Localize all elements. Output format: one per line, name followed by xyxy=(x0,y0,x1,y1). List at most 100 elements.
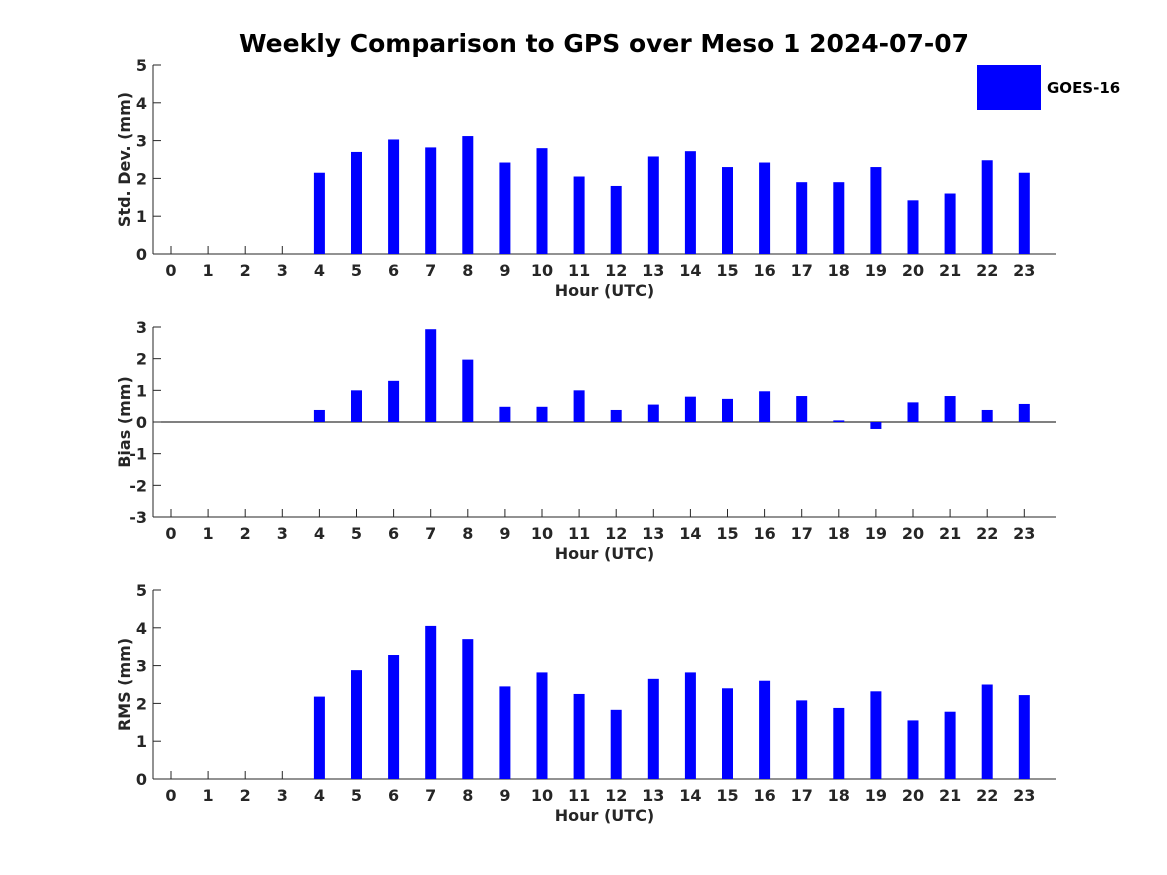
x-tick-label: 19 xyxy=(865,786,887,805)
bar-hour-17 xyxy=(796,700,808,779)
x-tick-label: 11 xyxy=(568,261,590,280)
bar-hour-14 xyxy=(684,396,696,422)
bar-hour-21 xyxy=(944,396,956,422)
y-tick-label: 5 xyxy=(136,581,147,600)
x-tick-label: 17 xyxy=(791,524,813,543)
x-tick-label: 21 xyxy=(939,786,961,805)
x-tick-label: 13 xyxy=(642,261,664,280)
bar-hour-15 xyxy=(722,398,733,422)
x-tick-label: 11 xyxy=(568,524,590,543)
bar-hour-6 xyxy=(388,380,400,422)
bar-hour-20 xyxy=(907,402,919,422)
bar-hour-12 xyxy=(610,409,622,422)
bar-hour-19 xyxy=(870,167,882,254)
x-tick-label: 20 xyxy=(902,261,924,280)
x-tick-label: 16 xyxy=(753,786,775,805)
x-tick-label: 14 xyxy=(679,786,701,805)
x-tick-label: 11 xyxy=(568,786,590,805)
bar-hour-14 xyxy=(684,672,696,779)
x-tick-label: 10 xyxy=(531,524,553,543)
y-axis-label: Bias (mm) xyxy=(115,376,134,468)
bar-hour-4 xyxy=(313,696,325,779)
bar-hour-14 xyxy=(684,151,696,254)
x-tick-label: 6 xyxy=(388,524,399,543)
x-tick-label: 23 xyxy=(1013,786,1035,805)
x-tick-label: 7 xyxy=(425,261,436,280)
bar-hour-21 xyxy=(944,193,956,254)
y-tick-label: 1 xyxy=(136,381,147,400)
bar-hour-23 xyxy=(1018,172,1030,254)
bar-hour-13 xyxy=(647,404,659,422)
x-tick-label: 13 xyxy=(642,786,664,805)
bar-hour-15 xyxy=(722,688,733,779)
x-tick-label: 15 xyxy=(716,524,738,543)
x-axis-label: Hour (UTC) xyxy=(555,544,655,563)
bar-hour-21 xyxy=(944,711,956,779)
x-tick-label: 8 xyxy=(462,786,473,805)
y-tick-label: 1 xyxy=(136,207,147,226)
x-tick-label: 22 xyxy=(976,261,998,280)
bar-hour-20 xyxy=(907,200,919,254)
x-tick-label: 17 xyxy=(791,261,813,280)
x-tick-label: 10 xyxy=(531,261,553,280)
bar-hour-10 xyxy=(536,148,548,254)
x-tick-label: 9 xyxy=(499,261,510,280)
y-tick-label: 3 xyxy=(136,657,147,676)
bar-hour-13 xyxy=(647,156,659,254)
x-tick-label: 13 xyxy=(642,524,664,543)
y-tick-label: 1 xyxy=(136,732,147,751)
legend-label: GOES-16 xyxy=(1047,79,1120,97)
chart-title: Weekly Comparison to GPS over Meso 1 202… xyxy=(239,29,969,58)
x-tick-label: 4 xyxy=(314,261,325,280)
y-tick-label: 5 xyxy=(136,56,147,75)
x-tick-label: 15 xyxy=(716,786,738,805)
bar-hour-23 xyxy=(1018,403,1030,422)
bar-hour-13 xyxy=(647,678,659,779)
bar-hour-20 xyxy=(907,720,919,779)
x-tick-label: 20 xyxy=(902,524,924,543)
x-tick-label: 22 xyxy=(976,524,998,543)
bar-hour-5 xyxy=(351,151,362,254)
bar-hour-6 xyxy=(388,139,400,254)
x-tick-label: 5 xyxy=(351,261,362,280)
x-tick-label: 18 xyxy=(828,786,850,805)
y-tick-label: 2 xyxy=(136,694,147,713)
x-tick-label: 23 xyxy=(1013,261,1035,280)
x-axis-label: Hour (UTC) xyxy=(555,281,655,300)
bar-hour-11 xyxy=(573,176,585,254)
y-tick-label: 3 xyxy=(136,132,147,151)
y-tick-label: 3 xyxy=(136,318,147,337)
bar-hour-8 xyxy=(462,639,474,779)
y-tick-label: 4 xyxy=(136,619,147,638)
x-tick-label: 7 xyxy=(425,786,436,805)
bar-hour-18 xyxy=(833,182,845,254)
x-tick-label: 22 xyxy=(976,786,998,805)
y-axis-label: Std. Dev. (mm) xyxy=(115,92,134,227)
bar-hour-19 xyxy=(870,691,882,779)
x-tick-label: 8 xyxy=(462,261,473,280)
bar-hour-23 xyxy=(1018,695,1030,779)
x-tick-label: 2 xyxy=(240,261,251,280)
bar-hour-12 xyxy=(610,185,622,254)
x-tick-label: 17 xyxy=(791,786,813,805)
x-tick-label: 0 xyxy=(165,261,176,280)
bar-hour-4 xyxy=(313,172,325,254)
x-tick-label: 1 xyxy=(203,786,214,805)
bar-hour-16 xyxy=(759,680,771,779)
y-tick-label: -2 xyxy=(129,476,147,495)
bar-hour-16 xyxy=(759,162,771,254)
legend: GOES-16 xyxy=(977,65,1120,110)
y-tick-label: 0 xyxy=(136,770,147,789)
x-tick-label: 20 xyxy=(902,786,924,805)
x-tick-label: 9 xyxy=(499,786,510,805)
x-tick-label: 0 xyxy=(165,524,176,543)
x-tick-label: 7 xyxy=(425,524,436,543)
x-tick-label: 15 xyxy=(716,261,738,280)
x-tick-label: 2 xyxy=(240,786,251,805)
bar-hour-19 xyxy=(870,422,882,429)
bar-hour-11 xyxy=(573,693,585,779)
x-tick-label: 19 xyxy=(865,524,887,543)
